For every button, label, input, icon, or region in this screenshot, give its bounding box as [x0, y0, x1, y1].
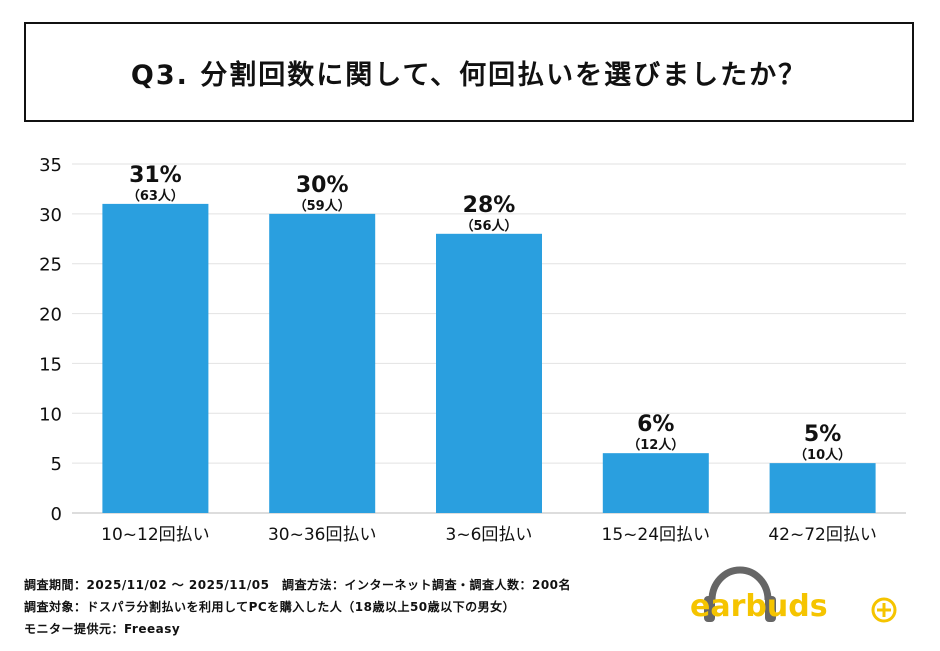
chart-title: Q3. 分割回数に関して、何回払いを選びましたか？ — [130, 59, 808, 91]
y-tick-label: 30 — [39, 205, 62, 226]
count-label: （56人） — [460, 218, 517, 234]
value-label: 5% — [804, 422, 841, 447]
x-tick-label: 30~36回払い — [268, 525, 377, 545]
bar — [269, 213, 376, 513]
count-label: （12人） — [627, 437, 684, 453]
x-tick-label: 10~12回払い — [101, 525, 210, 545]
bar — [436, 233, 542, 514]
value-label: 31% — [129, 163, 182, 188]
x-tick-label: 15~24回払い — [602, 525, 711, 545]
survey-footer: 調査期間：2025/11/02 ～ 2025/11/05 調査方法：インターネッ… — [24, 574, 571, 640]
y-tick-label: 0 — [51, 504, 62, 525]
x-tick-label: 3~6回払い — [446, 525, 533, 545]
bar — [769, 463, 876, 513]
y-tick-label: 5 — [51, 454, 62, 475]
value-label: 28% — [463, 193, 516, 218]
logo-text: earbuds — [690, 589, 828, 624]
title-box: Q3. 分割回数に関して、何回払いを選びましたか？ — [24, 22, 914, 122]
survey-target: 調査対象：ドスパラ分割払いを利用してPCを購入した人（18歳以上50歳以下の男女… — [24, 600, 516, 614]
y-tick-label: 25 — [39, 255, 62, 276]
value-label: 30% — [296, 173, 349, 198]
count-label: （63人） — [127, 188, 184, 204]
x-tick-label: 42~72回払い — [768, 525, 877, 545]
plus-circle-icon — [871, 597, 897, 623]
bar — [102, 203, 209, 513]
bar-chart: 0 5 10 15 20 25 30 35 31%（63人） 10~12回払い 30%（59人） 30… — [39, 155, 906, 545]
y-tick-label: 15 — [39, 354, 62, 375]
y-tick-label: 10 — [39, 404, 62, 425]
survey-period: 調査期間：2025/11/02 ～ 2025/11/05 調査方法：インターネッ… — [24, 578, 572, 592]
y-tick-label: 35 — [39, 155, 62, 176]
y-tick-label: 20 — [39, 305, 62, 326]
survey-provider: モニター提供元：Freeasy — [24, 622, 181, 636]
earbuds-logo: earbuds — [676, 556, 916, 636]
value-label: 6% — [637, 412, 674, 437]
count-label: （10人） — [794, 447, 851, 463]
headphones-icon — [704, 566, 776, 622]
bar — [602, 453, 709, 513]
count-label: （59人） — [294, 198, 351, 214]
